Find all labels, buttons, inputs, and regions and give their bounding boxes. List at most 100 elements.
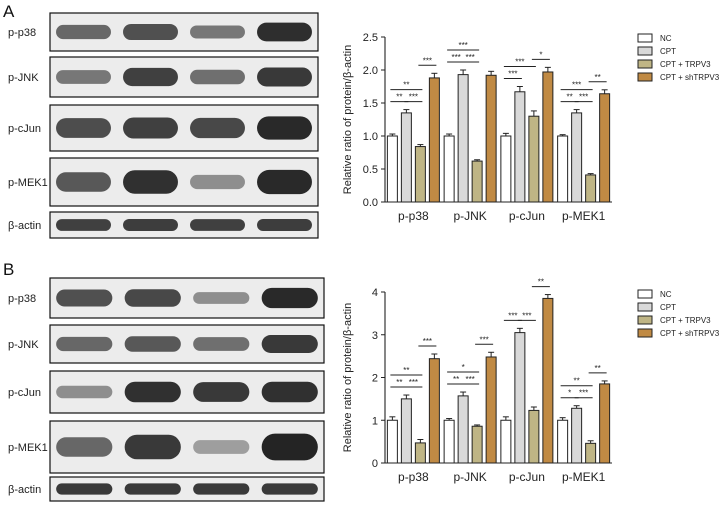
legend-label: CPT + shTRPV3	[660, 329, 720, 338]
blot-band	[257, 218, 312, 232]
bar	[542, 297, 554, 464]
significance-label: ***	[409, 378, 418, 387]
significance-label: **	[538, 278, 544, 287]
blot-band	[193, 382, 250, 402]
significance-label: **	[403, 366, 409, 375]
legend-swatch	[637, 33, 653, 43]
significance-label: ***	[579, 389, 588, 398]
y-tick-label: 2.5	[363, 32, 378, 44]
blot-row-label: p-cJun	[8, 123, 41, 135]
bar	[428, 77, 440, 203]
bar	[571, 407, 583, 464]
blot-band	[193, 483, 250, 495]
bar	[585, 442, 597, 464]
blot-band	[124, 483, 181, 495]
blot-band	[56, 70, 111, 84]
blot-band	[257, 22, 312, 42]
legend-label: NC	[660, 34, 672, 43]
blot-band	[261, 483, 318, 495]
blot-row-label: p-p38	[8, 27, 36, 39]
blot-band	[123, 23, 178, 41]
bar	[557, 135, 569, 203]
blot-band	[56, 336, 113, 352]
blot-band	[190, 174, 245, 190]
blot-band	[190, 117, 245, 139]
bar	[443, 135, 455, 203]
x-tick-label: p-JNK	[453, 209, 486, 223]
blot-band	[261, 433, 318, 461]
x-tick-label: p-p38	[398, 470, 429, 484]
x-tick-label: p-JNK	[453, 470, 486, 484]
blot-band	[56, 172, 111, 192]
significance-label: ***	[579, 93, 588, 102]
bar	[485, 356, 497, 464]
western-blot-panel-b: Bp-p38 p-JNK p-cJun p-MEK1 β-actin	[3, 260, 325, 502]
legend-label: CPT	[660, 47, 676, 56]
bar	[428, 358, 440, 464]
bar	[400, 398, 412, 464]
bar	[599, 383, 611, 464]
legend-swatch	[637, 328, 653, 338]
blot-band	[123, 218, 178, 232]
significance-label: ***	[423, 56, 432, 65]
blot-band	[257, 116, 312, 140]
y-tick-label: 4	[372, 287, 378, 299]
bar	[386, 419, 398, 464]
bar	[528, 409, 540, 464]
legend-swatch	[637, 59, 653, 69]
blot-row-label: p-JNK	[8, 72, 39, 84]
bar	[500, 419, 512, 464]
blot-band	[56, 483, 113, 495]
y-axis-label: Relative ratio of protein/β-actin	[342, 45, 354, 194]
y-tick-label: 0	[372, 458, 378, 470]
panel-label: B	[3, 260, 14, 279]
blot-band	[124, 381, 181, 403]
significance-label: **	[396, 378, 402, 387]
bar	[400, 112, 412, 203]
significance-label: **	[453, 375, 459, 384]
blot-band	[124, 289, 181, 307]
significance-label: **	[595, 73, 601, 82]
significance-label: ***	[515, 58, 524, 67]
blot-band	[193, 292, 250, 304]
blot-band	[56, 24, 111, 40]
significance-label: **	[396, 93, 402, 102]
bar-chart-panel-b: 0 1 2 3 4 Relative ratio of protein/β-actin p-…	[342, 278, 720, 484]
significance-label: **	[595, 364, 601, 373]
y-tick-label: 0.5	[363, 164, 378, 176]
legend-swatch	[637, 289, 653, 299]
legend-label: CPT + TRPV3	[660, 60, 711, 69]
blot-band	[190, 219, 245, 231]
bar	[500, 135, 512, 203]
blot-row-label: p-MEK1	[8, 442, 48, 454]
significance-label: ***	[458, 41, 467, 50]
significance-label: ***	[465, 375, 474, 384]
legend-label: CPT + TRPV3	[660, 316, 711, 325]
blot-band	[261, 287, 318, 309]
x-tick-label: p-cJun	[509, 209, 545, 223]
y-tick-label: 0.0	[363, 197, 378, 209]
bar	[443, 419, 455, 464]
blot-band	[124, 336, 181, 352]
bar	[542, 71, 554, 203]
significance-label: **	[567, 93, 573, 102]
blot-band	[257, 67, 312, 87]
y-tick-label: 2.0	[363, 65, 378, 77]
western-blot-panel-a: Ap-p38 p-JNK p-cJun p-MEK1 β-actin	[3, 2, 319, 239]
bar	[599, 93, 611, 203]
significance-label: **	[403, 81, 409, 90]
blot-row-label: p-p38	[8, 293, 36, 305]
y-tick-label: 2	[372, 373, 378, 385]
legend-label: CPT	[660, 303, 676, 312]
significance-label: ***	[508, 311, 517, 320]
y-tick-label: 3	[372, 330, 378, 342]
blot-band	[56, 385, 113, 399]
y-axis-label: Relative ratio of protein/β-actin	[342, 303, 354, 452]
significance-label: ***	[451, 53, 460, 62]
x-tick-label: p-MEK1	[562, 209, 606, 223]
significance-label: ***	[572, 81, 581, 90]
blot-row-label: p-JNK	[8, 339, 39, 351]
significance-label: ***	[409, 93, 418, 102]
blot-band	[124, 434, 181, 460]
